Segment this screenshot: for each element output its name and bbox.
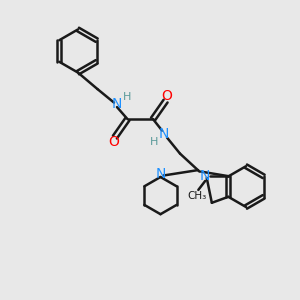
- Text: N: N: [158, 127, 169, 141]
- Text: H: H: [150, 136, 159, 147]
- Text: O: O: [108, 136, 119, 149]
- Text: N: N: [112, 97, 122, 111]
- Text: N: N: [199, 169, 209, 183]
- Text: CH₃: CH₃: [187, 191, 206, 201]
- Text: H: H: [122, 92, 131, 102]
- Text: N: N: [155, 167, 166, 181]
- Text: O: O: [162, 89, 172, 103]
